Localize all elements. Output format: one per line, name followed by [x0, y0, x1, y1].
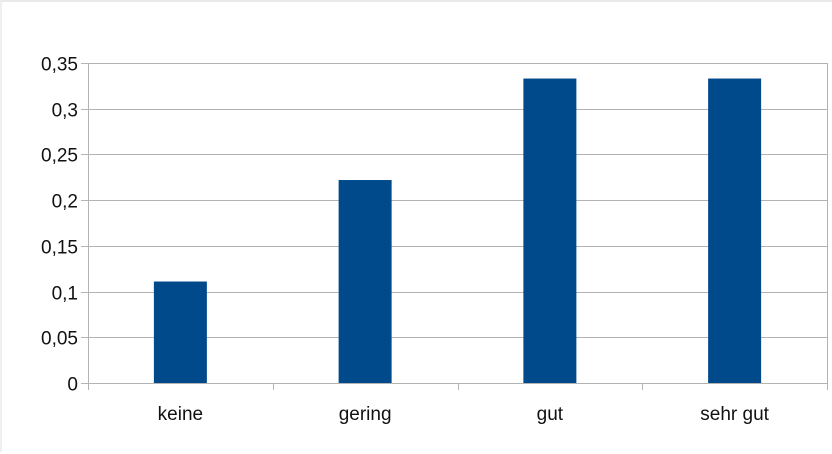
y-tick-label: 0,15: [41, 238, 78, 259]
bar-keine: [153, 281, 207, 383]
tick-labels: 0 0,05 0,1 0,15 0,2 0,25 0,3 0,35 keine gering gut…: [41, 55, 770, 426]
bar-sehr-gut: [708, 78, 762, 384]
bar-gering: [338, 180, 392, 383]
y-tick-label: 0,05: [41, 329, 78, 350]
y-tick-label: 0,35: [41, 55, 78, 76]
gridlines: [88, 63, 827, 338]
x-category-label: gering: [339, 404, 392, 425]
y-tick-label: 0,25: [41, 146, 78, 167]
axes: [81, 63, 828, 390]
x-category-label: keine: [158, 404, 203, 425]
y-tick-label: 0,2: [52, 192, 78, 213]
y-tick-label: 0,3: [52, 101, 78, 122]
y-tick-label: 0,1: [52, 284, 78, 305]
bars: [153, 78, 762, 384]
x-category-label: sehr gut: [700, 404, 769, 425]
bar-gut: [523, 78, 577, 384]
x-category-label: gut: [537, 404, 564, 425]
y-tick-label: 0: [67, 375, 78, 396]
